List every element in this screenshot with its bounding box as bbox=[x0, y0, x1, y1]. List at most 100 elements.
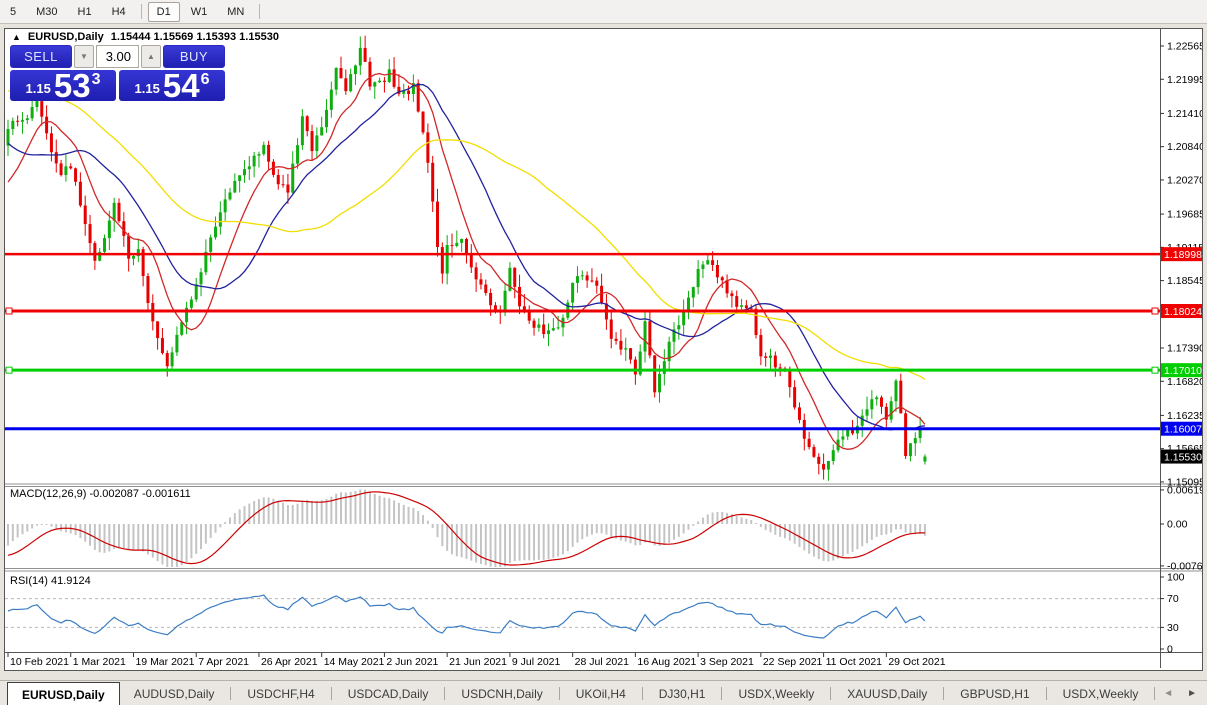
symbol-tab-ukoil-h4[interactable]: UKOil,H4 bbox=[575, 686, 626, 701]
macd-axis-label: 0.006193 bbox=[1167, 484, 1202, 496]
price-axis-label: 1.19685 bbox=[1167, 209, 1202, 221]
tab-separator bbox=[1045, 687, 1047, 700]
symbol-tab-eurusd-daily[interactable]: EURUSD,Daily bbox=[7, 682, 120, 705]
price-axis-label: 1.21995 bbox=[1167, 74, 1202, 86]
price-panel bbox=[5, 35, 1160, 481]
price-line-badge: 1.18998 bbox=[1161, 247, 1202, 262]
tab-separator bbox=[230, 687, 232, 700]
rsi-axis-label: 0 bbox=[1167, 644, 1173, 656]
tab-separator bbox=[330, 687, 332, 700]
price-axis-label: 1.17390 bbox=[1167, 343, 1202, 355]
moving-average-50 bbox=[7, 90, 926, 380]
buy-price-display[interactable]: 1.15 54 6 bbox=[119, 67, 225, 104]
hline-handle-left[interactable] bbox=[5, 307, 13, 315]
price-axis-label: 1.20270 bbox=[1167, 174, 1202, 186]
svg-text:1.18024: 1.18024 bbox=[1164, 306, 1202, 318]
volume-field[interactable]: 3.00 bbox=[96, 45, 139, 68]
timeframe-button-d1[interactable]: D1 bbox=[147, 1, 180, 22]
symbol-tab-usdcad-daily[interactable]: USDCAD,Daily bbox=[347, 686, 429, 701]
symbol-tab-usdchf-h4[interactable]: USDCHF,H4 bbox=[247, 686, 315, 701]
rsi-panel bbox=[5, 594, 1160, 639]
symbol-tab-dj30-h1[interactable]: DJ30,H1 bbox=[658, 686, 706, 701]
timeframe-button-h4[interactable]: H4 bbox=[111, 5, 126, 18]
volume-decrease-button[interactable]: ▼ bbox=[74, 45, 94, 68]
svg-text:1.15530: 1.15530 bbox=[1164, 452, 1202, 464]
date-axis-label: 26 Apr 2021 bbox=[261, 656, 318, 668]
tab-scroll-left-icon[interactable]: ◄ bbox=[1163, 688, 1174, 699]
rsi-axis-label: 70 bbox=[1167, 593, 1179, 605]
timeframe-toolbar: 5 M30 H1 H4 D1 W1 MN bbox=[0, 0, 1207, 24]
date-axis-label: 22 Sep 2021 bbox=[763, 656, 823, 668]
svg-text:1.16007: 1.16007 bbox=[1164, 424, 1202, 436]
buy-button[interactable]: BUY bbox=[163, 45, 225, 68]
sell-price-big: 53 bbox=[53, 67, 91, 104]
timeframe-button-m30[interactable]: M30 bbox=[36, 5, 58, 18]
hline-handle-left[interactable] bbox=[5, 366, 13, 374]
sell-price-prefix: 1.15 bbox=[25, 81, 51, 96]
symbol-tab-usdx-weekly[interactable]: USDX,Weekly bbox=[1062, 686, 1139, 701]
tab-separator bbox=[444, 687, 446, 700]
date-axis: 10 Feb 2021 1 Mar 2021 19 Mar 2021 7 Apr 20… bbox=[7, 653, 946, 668]
date-axis-label: 14 May 2021 bbox=[324, 656, 385, 668]
svg-text:1.18998: 1.18998 bbox=[1164, 249, 1202, 261]
price-line-badge: 1.18024 bbox=[1161, 304, 1202, 319]
symbol-tab-usdx-weekly[interactable]: USDX,Weekly bbox=[738, 686, 815, 701]
symbol-tab-xauusd-daily[interactable]: XAUUSD,Daily bbox=[847, 686, 928, 701]
price-axis-label: 1.21410 bbox=[1167, 108, 1202, 120]
chart-frame bbox=[5, 29, 1202, 668]
macd-axis-label: 0.00 bbox=[1167, 519, 1188, 531]
hline-handle-right[interactable] bbox=[1151, 366, 1159, 374]
timeframe-button-mn[interactable]: MN bbox=[227, 5, 245, 18]
timeframe-button-h1[interactable]: H1 bbox=[77, 5, 92, 18]
tab-bar-tabs: EURUSD,Daily AUDUSD,Daily USDCHF,H4 USDCAD,… bbox=[0, 681, 1157, 705]
chart-title: ▲ EURUSD,Daily 1.15444 1.15569 1.15393 1… bbox=[12, 31, 279, 43]
price-axis-label: 1.22565 bbox=[1167, 41, 1202, 53]
date-axis-label: 3 Sep 2021 bbox=[700, 656, 754, 668]
symbol-tab-usdcnh-daily[interactable]: USDCNH,Daily bbox=[461, 686, 543, 701]
toolbar-separator bbox=[140, 4, 142, 19]
price-axis: 1.22565 1.21995 1.21410 1.20840 1.20270 1.196… bbox=[1160, 41, 1202, 656]
tab-separator bbox=[558, 687, 560, 700]
chart-canvas[interactable]: 1.22565 1.21995 1.21410 1.20840 1.20270 1.196… bbox=[5, 29, 1202, 668]
tab-separator bbox=[943, 687, 945, 700]
date-axis-label: 2 Jun 2021 bbox=[386, 656, 438, 668]
tab-scroll-controls: ◄ ► bbox=[1163, 681, 1207, 705]
price-axis-label: 1.16235 bbox=[1167, 410, 1202, 422]
rsi-line bbox=[7, 594, 926, 639]
date-axis-label: 29 Oct 2021 bbox=[888, 656, 945, 668]
buy-price-pip: 6 bbox=[200, 71, 210, 88]
price-axis-label: 1.20840 bbox=[1167, 141, 1202, 153]
date-axis-label: 1 Mar 2021 bbox=[73, 656, 126, 668]
svg-text:1.17010: 1.17010 bbox=[1164, 365, 1202, 377]
date-axis-label: 28 Jul 2021 bbox=[575, 656, 629, 668]
rsi-indicator-label: RSI(14) 41.9124 bbox=[10, 575, 91, 587]
candles bbox=[6, 35, 927, 481]
date-axis-label: 16 Aug 2021 bbox=[637, 656, 696, 668]
buy-price-big: 54 bbox=[162, 67, 200, 104]
price-axis-label: 1.18545 bbox=[1167, 275, 1202, 287]
symbol-tab-audusd-daily[interactable]: AUDUSD,Daily bbox=[133, 686, 215, 701]
macd-signal-line bbox=[7, 491, 925, 566]
collapse-panel-icon[interactable]: ▲ bbox=[12, 32, 21, 42]
moving-average-10 bbox=[7, 72, 926, 450]
moving-average-21 bbox=[7, 83, 925, 431]
hline-handle-right[interactable] bbox=[1151, 307, 1159, 315]
symbol-tab-gbpusd-h1[interactable]: GBPUSD,H1 bbox=[960, 686, 1030, 701]
timeframe-button-5[interactable]: 5 bbox=[10, 5, 17, 18]
price-line-badge: 1.15530 bbox=[1161, 449, 1202, 464]
date-axis-label: 9 Jul 2021 bbox=[512, 656, 561, 668]
price-axis-label: 1.16820 bbox=[1167, 376, 1202, 388]
date-axis-label: 10 Feb 2021 bbox=[10, 656, 69, 668]
timeframe-button-w1[interactable]: W1 bbox=[190, 5, 208, 18]
sell-price-display[interactable]: 1.15 53 3 bbox=[10, 67, 116, 104]
date-axis-label: 11 Oct 2021 bbox=[826, 656, 883, 668]
chart-ohlc-values: 1.15444 1.15569 1.15393 1.15530 bbox=[110, 31, 279, 43]
macd-panel bbox=[7, 489, 926, 567]
price-axis-label: 1.15095 bbox=[1167, 476, 1202, 488]
date-axis-label: 21 Jun 2021 bbox=[449, 656, 507, 668]
tab-separator bbox=[641, 687, 643, 700]
tab-scroll-right-icon[interactable]: ► bbox=[1187, 688, 1197, 699]
toolbar-separator bbox=[259, 4, 261, 19]
sell-button[interactable]: SELL bbox=[10, 45, 72, 68]
volume-increase-button[interactable]: ▲ bbox=[141, 45, 161, 68]
